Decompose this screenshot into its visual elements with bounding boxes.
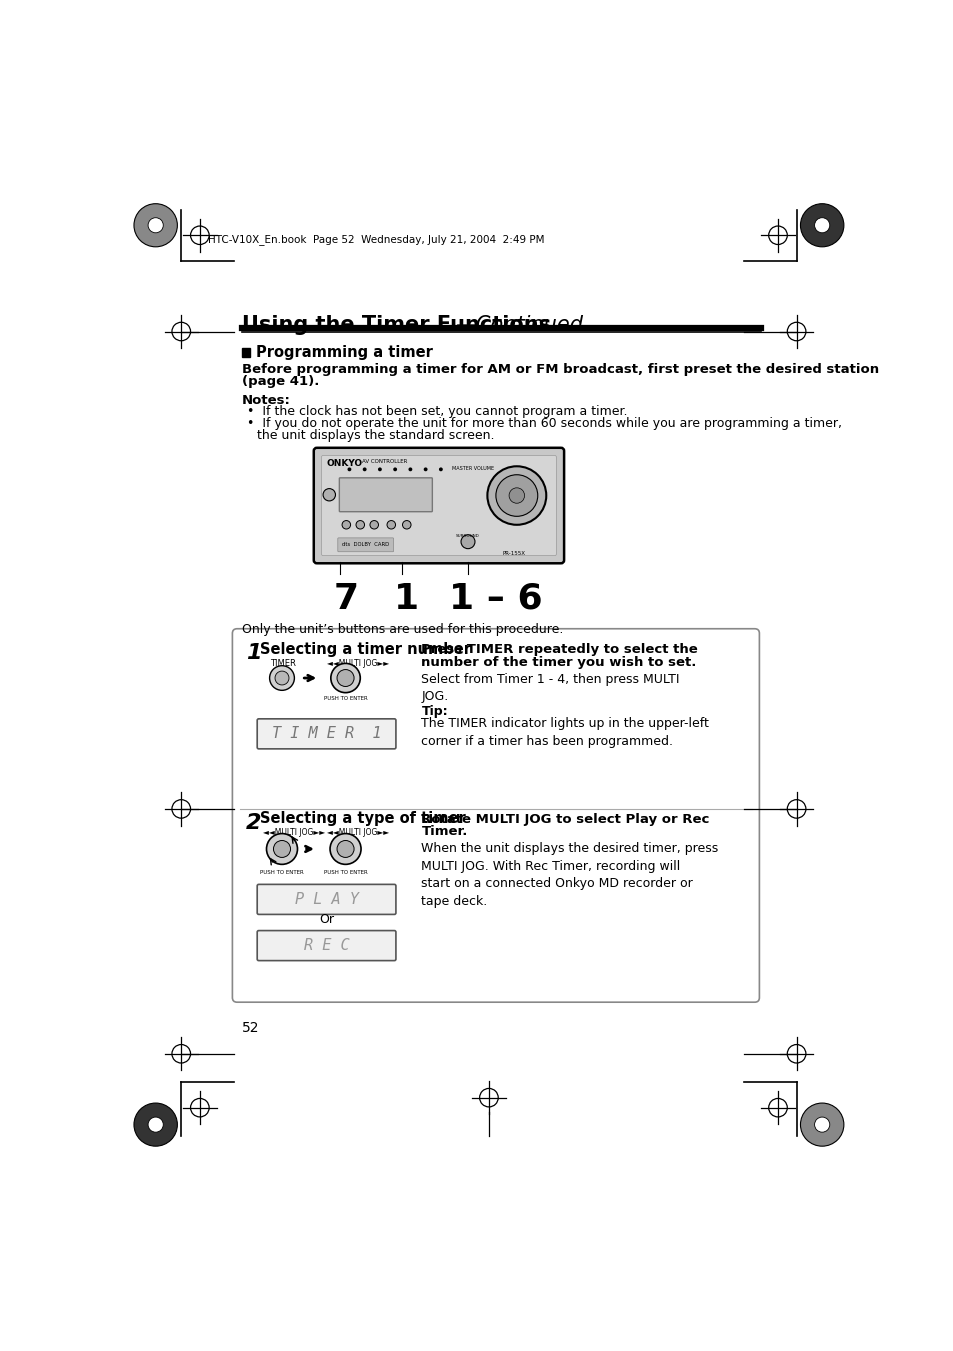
Text: PUSH TO ENTER: PUSH TO ENTER (260, 870, 304, 874)
FancyBboxPatch shape (314, 447, 563, 563)
Circle shape (408, 467, 412, 471)
Circle shape (362, 467, 366, 471)
Text: Rotate MULTI JOG to select Play or Rec: Rotate MULTI JOG to select Play or Rec (421, 813, 709, 825)
Text: the unit displays the standard screen.: the unit displays the standard screen. (257, 428, 495, 442)
FancyBboxPatch shape (233, 628, 759, 1002)
Text: 1: 1 (394, 582, 419, 616)
Text: Selecting a timer number: Selecting a timer number (260, 642, 471, 657)
Circle shape (148, 218, 163, 232)
Text: HTC-V10X_En.book  Page 52  Wednesday, July 21, 2004  2:49 PM: HTC-V10X_En.book Page 52 Wednesday, July… (208, 235, 544, 246)
Circle shape (438, 467, 442, 471)
Circle shape (336, 670, 354, 686)
Circle shape (377, 467, 381, 471)
Circle shape (487, 466, 546, 524)
Circle shape (393, 467, 396, 471)
Text: AV CONTROLLER: AV CONTROLLER (361, 458, 407, 463)
FancyBboxPatch shape (257, 931, 395, 961)
Circle shape (266, 834, 297, 865)
Circle shape (387, 520, 395, 530)
Bar (241, 349, 250, 357)
Text: 1 – 6: 1 – 6 (448, 582, 541, 616)
Circle shape (342, 520, 350, 530)
FancyBboxPatch shape (257, 719, 395, 748)
Circle shape (423, 467, 427, 471)
Circle shape (274, 840, 291, 858)
Text: 2: 2 (245, 813, 261, 832)
Circle shape (330, 834, 360, 865)
Text: Selecting a type of timer: Selecting a type of timer (260, 811, 466, 827)
Text: •  If you do not operate the unit for more than 60 seconds while you are program: • If you do not operate the unit for mor… (247, 417, 841, 430)
Circle shape (509, 488, 524, 503)
FancyBboxPatch shape (339, 478, 432, 512)
Circle shape (460, 535, 475, 549)
Text: T I M E R  1: T I M E R 1 (272, 727, 381, 742)
Circle shape (270, 666, 294, 690)
Circle shape (336, 840, 354, 858)
Circle shape (347, 467, 351, 471)
Text: (page 41).: (page 41). (241, 374, 318, 388)
Text: 1: 1 (245, 643, 261, 663)
Text: P L A Y: P L A Y (294, 892, 358, 907)
Circle shape (370, 520, 378, 530)
Circle shape (274, 671, 289, 685)
Circle shape (323, 489, 335, 501)
Text: SURROUND: SURROUND (456, 534, 479, 538)
Text: Before programming a timer for AM or FM broadcast, first preset the desired stat: Before programming a timer for AM or FM … (241, 363, 878, 376)
Text: When the unit displays the desired timer, press
MULTI JOG. With Rec Timer, recor: When the unit displays the desired timer… (421, 842, 718, 908)
Text: number of the timer you wish to set.: number of the timer you wish to set. (421, 655, 696, 669)
Text: ◄◄MULTI JOG►►: ◄◄MULTI JOG►► (327, 659, 389, 667)
Text: Press TIMER repeatedly to select the: Press TIMER repeatedly to select the (421, 643, 698, 657)
Circle shape (133, 1102, 177, 1146)
Text: ONKYO: ONKYO (326, 458, 362, 467)
Text: PUSH TO ENTER: PUSH TO ENTER (323, 870, 367, 874)
Circle shape (355, 520, 364, 530)
Circle shape (800, 1102, 843, 1146)
Text: Only the unit’s buttons are used for this procedure.: Only the unit’s buttons are used for thi… (241, 623, 562, 635)
Circle shape (148, 1117, 163, 1132)
Circle shape (800, 204, 843, 247)
Text: Using the Timer Functions: Using the Timer Functions (241, 315, 550, 335)
Text: MASTER VOLUME: MASTER VOLUME (452, 466, 494, 471)
Circle shape (496, 474, 537, 516)
Text: TIMER: TIMER (270, 659, 296, 667)
Text: ◄◄MULTI JOG►►: ◄◄MULTI JOG►► (327, 828, 389, 838)
Circle shape (402, 520, 411, 530)
Text: Tip:: Tip: (421, 705, 448, 717)
FancyBboxPatch shape (257, 885, 395, 915)
Text: The TIMER indicator lights up in the upper-left
corner if a timer has been progr: The TIMER indicator lights up in the upp… (421, 717, 709, 748)
Circle shape (133, 204, 177, 247)
Text: Programming a timer: Programming a timer (255, 346, 432, 361)
Text: •  If the clock has not been set, you cannot program a timer.: • If the clock has not been set, you can… (247, 405, 627, 419)
Text: ◄◄MULTI JOG►►: ◄◄MULTI JOG►► (262, 828, 324, 838)
Text: PR-155X: PR-155X (502, 551, 525, 557)
Circle shape (814, 1117, 829, 1132)
Text: dts  DOLBY  CARD: dts DOLBY CARD (342, 542, 389, 547)
Text: Select from Timer 1 - 4, then press MULTI
JOG.: Select from Timer 1 - 4, then press MULT… (421, 673, 679, 703)
Text: Timer.: Timer. (421, 825, 467, 838)
Text: —Continued: —Continued (455, 315, 582, 335)
FancyBboxPatch shape (337, 538, 394, 551)
Circle shape (331, 663, 360, 693)
Text: 52: 52 (241, 1020, 259, 1035)
Text: 7: 7 (334, 582, 358, 616)
Text: Notes:: Notes: (241, 394, 291, 407)
Text: Or: Or (318, 913, 334, 925)
Text: R E C: R E C (303, 938, 349, 952)
Circle shape (814, 218, 829, 232)
Text: PUSH TO ENTER: PUSH TO ENTER (323, 697, 367, 701)
FancyBboxPatch shape (321, 455, 556, 555)
